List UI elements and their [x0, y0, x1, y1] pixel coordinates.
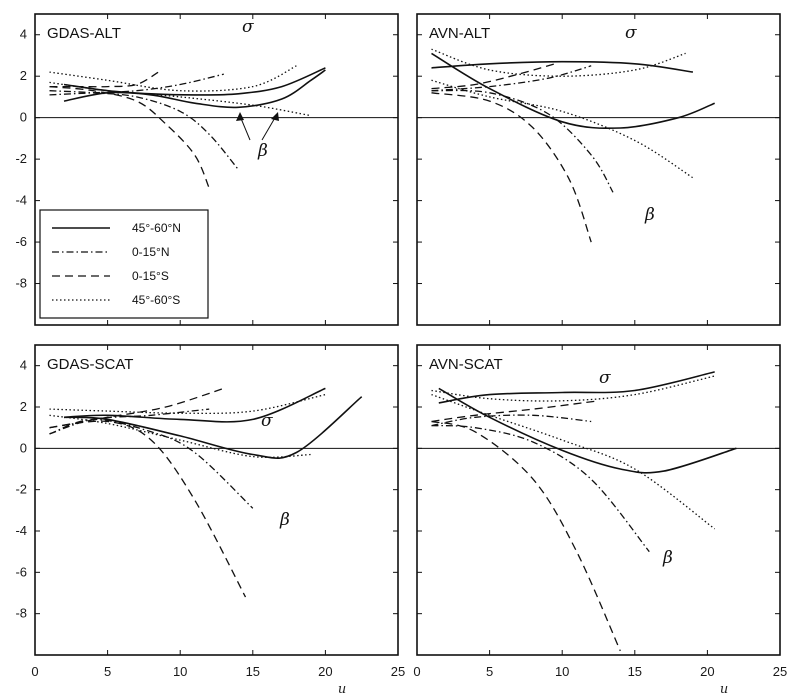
- legend-label: 45°-60°S: [132, 293, 180, 307]
- series-line: [49, 90, 239, 170]
- annotation-beta: β: [644, 205, 655, 225]
- series-line: [431, 375, 715, 402]
- series-line: [49, 408, 210, 435]
- panel-frame: [34, 344, 399, 656]
- annotation-beta: β: [279, 510, 290, 530]
- series-line: [49, 65, 297, 92]
- x-axis-letter: u: [338, 682, 346, 696]
- x-tick-label: 15: [628, 664, 642, 679]
- annotation-sigma: σ: [599, 368, 611, 388]
- y-tick-label: -8: [15, 276, 27, 291]
- x-tick-label: 20: [318, 664, 332, 679]
- y-tick-label: -8: [15, 606, 27, 621]
- series-line: [438, 371, 715, 404]
- y-tick-label: -2: [15, 482, 27, 497]
- series-line: [49, 85, 210, 189]
- series-line: [63, 387, 326, 423]
- panel-avn-alt: AVN-ALT σ β: [416, 13, 781, 326]
- annotation-sigma: σ: [625, 23, 637, 43]
- y-tick-label: 2: [20, 399, 27, 414]
- y-tick-label: 4: [20, 27, 27, 42]
- series-line: [431, 79, 694, 179]
- series-line: [49, 73, 224, 96]
- y-tick-label: -6: [15, 564, 27, 579]
- panel-gdas-alt: 4 2 0 -2 -4 -6 -8 GDAS-ALT σ β 45°-60°N 0-15°N 0-15°…: [15, 13, 399, 326]
- series-line: [49, 387, 224, 429]
- x-tick-label: 10: [555, 664, 569, 679]
- legend-label: 45°-60°N: [132, 221, 181, 235]
- annotation-beta: β: [257, 141, 268, 161]
- series-line: [431, 414, 592, 427]
- series-line: [49, 414, 311, 458]
- panel-title: AVN-SCAT: [429, 356, 503, 373]
- x-tick-label: 20: [700, 664, 714, 679]
- x-tick-label: 25: [391, 664, 405, 679]
- arrowhead: [271, 112, 279, 121]
- series-line: [49, 418, 254, 509]
- x-tick-label: 0: [31, 664, 38, 679]
- annotation-sigma: σ: [242, 17, 254, 37]
- panel-frame: [416, 344, 781, 656]
- series-line: [431, 400, 599, 423]
- x-tick-label: 15: [246, 664, 260, 679]
- y-tick-label: 2: [20, 68, 27, 83]
- series-line: [431, 420, 621, 652]
- series-line: [431, 48, 686, 77]
- x-axis-letter: u: [720, 682, 728, 696]
- series-line: [63, 396, 363, 459]
- y-tick-label: -2: [15, 151, 27, 166]
- series-line: [431, 89, 614, 193]
- series-line: [63, 69, 326, 109]
- series-line: [431, 65, 592, 92]
- series-line: [431, 393, 716, 530]
- legend-box: [39, 209, 209, 319]
- x-tick-label: 25: [773, 664, 787, 679]
- panel-title: AVN-ALT: [429, 25, 490, 42]
- series-line: [431, 92, 592, 243]
- y-tick-label: -6: [15, 234, 27, 249]
- y-tick-label: -4: [15, 523, 27, 538]
- x-tick-label: 0: [413, 664, 420, 679]
- y-tick-label: -4: [15, 193, 27, 208]
- series-line: [49, 393, 326, 414]
- y-tick-label: 0: [20, 440, 27, 455]
- panel-frame: [416, 13, 781, 326]
- panel-title: GDAS-ALT: [47, 25, 121, 42]
- arrowhead: [236, 112, 244, 121]
- series-line: [431, 52, 715, 130]
- series-line: [49, 420, 247, 598]
- legend-label: 0-15°N: [132, 245, 169, 259]
- annotation-beta: β: [662, 548, 673, 568]
- panel-frame: [34, 13, 399, 326]
- series-line: [63, 67, 326, 96]
- series-line: [431, 60, 694, 73]
- series-line: [431, 63, 556, 90]
- legend: 45°-60°N 0-15°N 0-15°S 45°-60°S: [39, 209, 209, 319]
- legend-label: 0-15°S: [132, 269, 169, 283]
- panel-avn-scat: 0 5 10 15 20 25 u AVN-SCAT σ β: [413, 344, 787, 696]
- x-tick-label: 10: [173, 664, 187, 679]
- x-tick-label: 5: [104, 664, 111, 679]
- panel-title: GDAS-SCAT: [47, 356, 133, 373]
- series-line: [49, 81, 312, 117]
- x-tick-label: 5: [486, 664, 493, 679]
- series-line: [49, 71, 159, 88]
- beta-arrow: [261, 115, 277, 141]
- series-line: [438, 387, 737, 474]
- y-tick-label: 0: [20, 110, 27, 125]
- y-tick-label: 4: [20, 358, 27, 373]
